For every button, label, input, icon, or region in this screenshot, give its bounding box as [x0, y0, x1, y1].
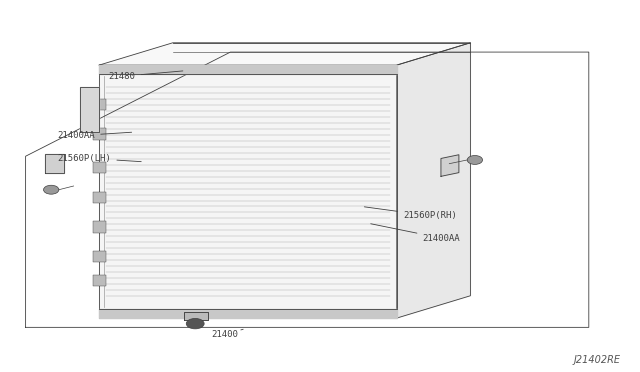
Polygon shape — [93, 128, 106, 140]
Polygon shape — [93, 251, 106, 262]
Text: 21560P(RH): 21560P(RH) — [364, 207, 457, 220]
Polygon shape — [93, 275, 106, 286]
Polygon shape — [99, 43, 470, 65]
Polygon shape — [93, 221, 106, 232]
Polygon shape — [99, 309, 397, 318]
Text: J21402RE: J21402RE — [574, 355, 621, 365]
Polygon shape — [441, 155, 459, 176]
Polygon shape — [93, 162, 106, 173]
Text: 21400AA: 21400AA — [58, 131, 132, 140]
Text: 21400: 21400 — [211, 329, 243, 339]
Text: 21400AA: 21400AA — [371, 224, 460, 243]
Polygon shape — [99, 65, 397, 318]
Polygon shape — [184, 312, 208, 320]
Circle shape — [467, 155, 483, 164]
Polygon shape — [45, 154, 64, 173]
Polygon shape — [80, 87, 99, 132]
Text: 21480: 21480 — [109, 71, 183, 81]
Polygon shape — [397, 43, 470, 318]
Polygon shape — [99, 65, 397, 74]
Circle shape — [44, 185, 59, 194]
Polygon shape — [93, 99, 106, 110]
Text: 21560P(LH): 21560P(LH) — [58, 154, 141, 163]
Polygon shape — [93, 192, 106, 203]
Circle shape — [186, 318, 204, 329]
